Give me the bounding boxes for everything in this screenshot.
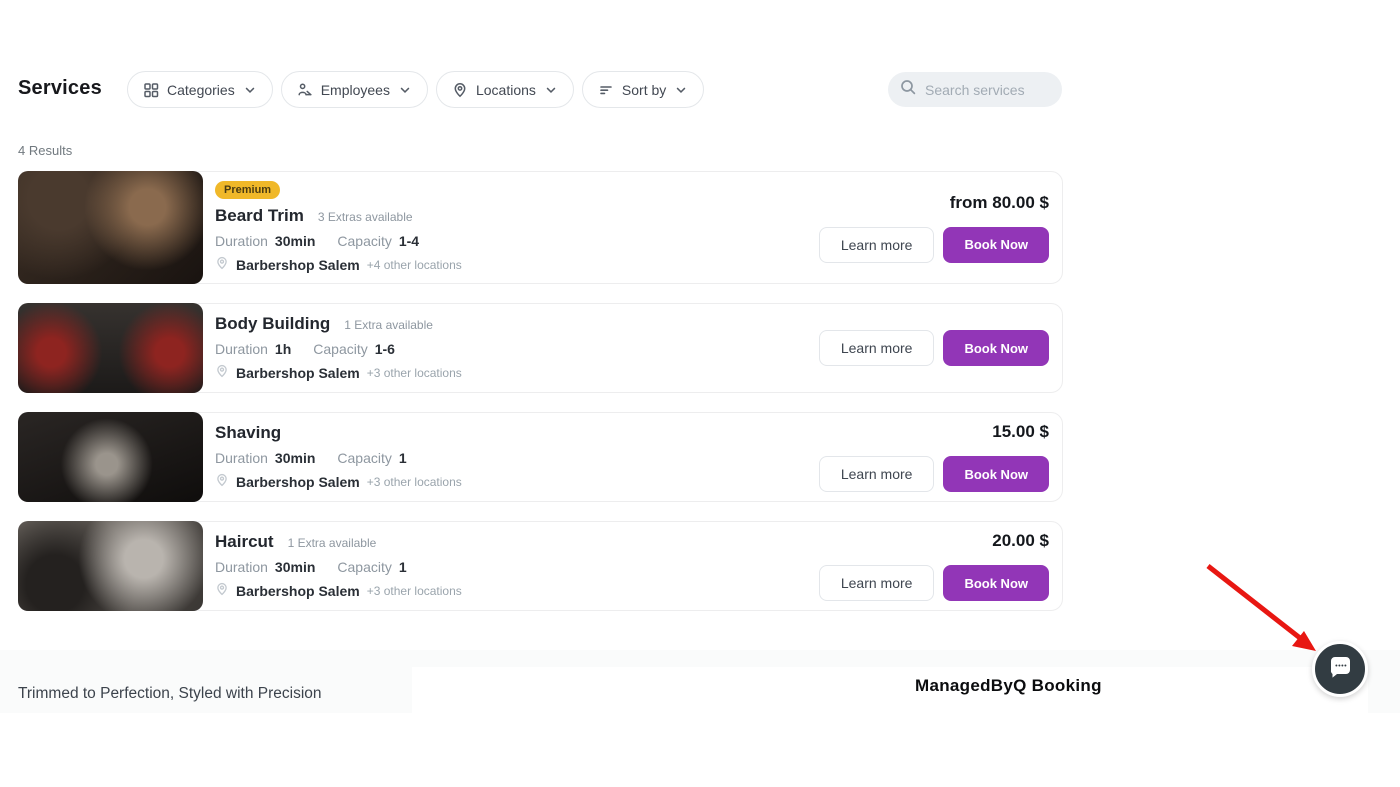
extras-available: 1 Extra available: [287, 535, 377, 550]
extras-available: 1 Extra available: [344, 317, 433, 332]
location-pin-icon: [215, 364, 229, 383]
book-now-button[interactable]: Book Now: [943, 226, 1049, 263]
chevron-down-icon: [398, 83, 412, 97]
location-pin-icon: [215, 582, 229, 601]
book-now-button[interactable]: Book Now: [943, 565, 1049, 601]
extras-available: 3 Extras available: [317, 209, 413, 224]
service-price: 20.00 $: [992, 531, 1049, 550]
duration-label: Duration: [215, 558, 268, 575]
location-name: Barbershop Salem: [236, 474, 360, 490]
filter-bar: Categories Employees Locations Sort by: [127, 71, 705, 108]
service-card-haircut: Haircut 1 Extra available Duration 30min…: [18, 521, 1063, 611]
service-card-beard-trim: Premium Beard Trim 3 Extras available Du…: [18, 171, 1063, 284]
duration-label: Duration: [215, 232, 268, 249]
learn-more-button[interactable]: Learn more: [818, 565, 935, 601]
service-card-shaving: Shaving Duration 30min Capacity 1 Barber…: [18, 412, 1063, 502]
red-arrow-annotation: [1206, 564, 1316, 651]
capacity-value: 1: [398, 558, 407, 575]
chat-widget-button[interactable]: [1312, 641, 1368, 697]
location-name: Barbershop Salem: [236, 365, 360, 381]
service-image: [18, 521, 203, 611]
service-name: Shaving: [215, 422, 282, 442]
location-name: Barbershop Salem: [236, 583, 360, 599]
duration-value: 30min: [274, 558, 316, 575]
filter-label: Locations: [475, 81, 536, 98]
search-input[interactable]: [925, 81, 1050, 98]
duration-label: Duration: [215, 340, 268, 357]
chevron-down-icon: [674, 83, 688, 97]
duration-value: 1h: [274, 340, 292, 357]
capacity-label: Capacity: [313, 340, 368, 357]
search-icon: [899, 78, 917, 101]
sort-by-button[interactable]: Sort by: [581, 71, 705, 108]
employees-filter-button[interactable]: Employees: [280, 71, 428, 108]
chevron-down-icon: [243, 83, 257, 97]
other-locations: +4 other locations: [366, 258, 462, 272]
other-locations: +3 other locations: [366, 475, 462, 489]
sort-icon: [598, 82, 614, 98]
book-now-button[interactable]: Book Now: [943, 330, 1049, 366]
service-price: from 80.00 $: [949, 192, 1049, 212]
footer-white-panel: [412, 667, 1368, 713]
capacity-label: Capacity: [337, 449, 392, 466]
other-locations: +3 other locations: [366, 584, 462, 598]
service-image: [18, 412, 203, 502]
footer-brand: ManagedByQ Booking: [915, 676, 1102, 695]
categories-filter-button[interactable]: Categories: [127, 71, 273, 108]
service-name: Haircut: [215, 531, 274, 551]
capacity-label: Capacity: [337, 232, 392, 249]
chevron-down-icon: [544, 83, 558, 97]
locations-filter-button[interactable]: Locations: [435, 71, 574, 108]
filter-label: Employees: [320, 81, 390, 98]
location-pin-icon: [215, 473, 229, 492]
filter-label: Sort by: [621, 81, 667, 98]
capacity-value: 1-6: [374, 340, 395, 357]
chat-bubble-icon: [1326, 653, 1354, 686]
capacity-value: 1: [398, 449, 407, 466]
page-title: Services: [18, 77, 102, 99]
results-count: 4 Results: [18, 143, 73, 158]
learn-more-button[interactable]: Learn more: [818, 330, 935, 366]
service-name: Beard Trim: [215, 205, 304, 225]
search-box: [888, 72, 1062, 107]
duration-label: Duration: [215, 449, 268, 466]
person-icon: [297, 82, 313, 98]
capacity-value: 1-4: [398, 232, 420, 249]
other-locations: +3 other locations: [366, 366, 462, 380]
duration-value: 30min: [274, 232, 316, 249]
service-image: [18, 303, 203, 393]
footer-tagline: Trimmed to Perfection, Styled with Preci…: [18, 685, 322, 702]
grid-icon: [143, 82, 159, 98]
service-price: 15.00 $: [992, 422, 1049, 441]
filter-label: Categories: [167, 81, 235, 98]
pin-icon: [452, 82, 468, 98]
service-name: Body Building: [215, 313, 331, 333]
premium-badge: Premium: [215, 180, 281, 199]
capacity-label: Capacity: [337, 558, 392, 575]
service-image: [18, 171, 203, 284]
location-pin-icon: [215, 256, 229, 275]
learn-more-button[interactable]: Learn more: [818, 456, 935, 492]
service-card-body-building: Body Building 1 Extra available Duration…: [18, 303, 1063, 393]
location-name: Barbershop Salem: [236, 257, 360, 273]
learn-more-button[interactable]: Learn more: [818, 226, 935, 263]
duration-value: 30min: [274, 449, 316, 466]
book-now-button[interactable]: Book Now: [943, 456, 1049, 492]
